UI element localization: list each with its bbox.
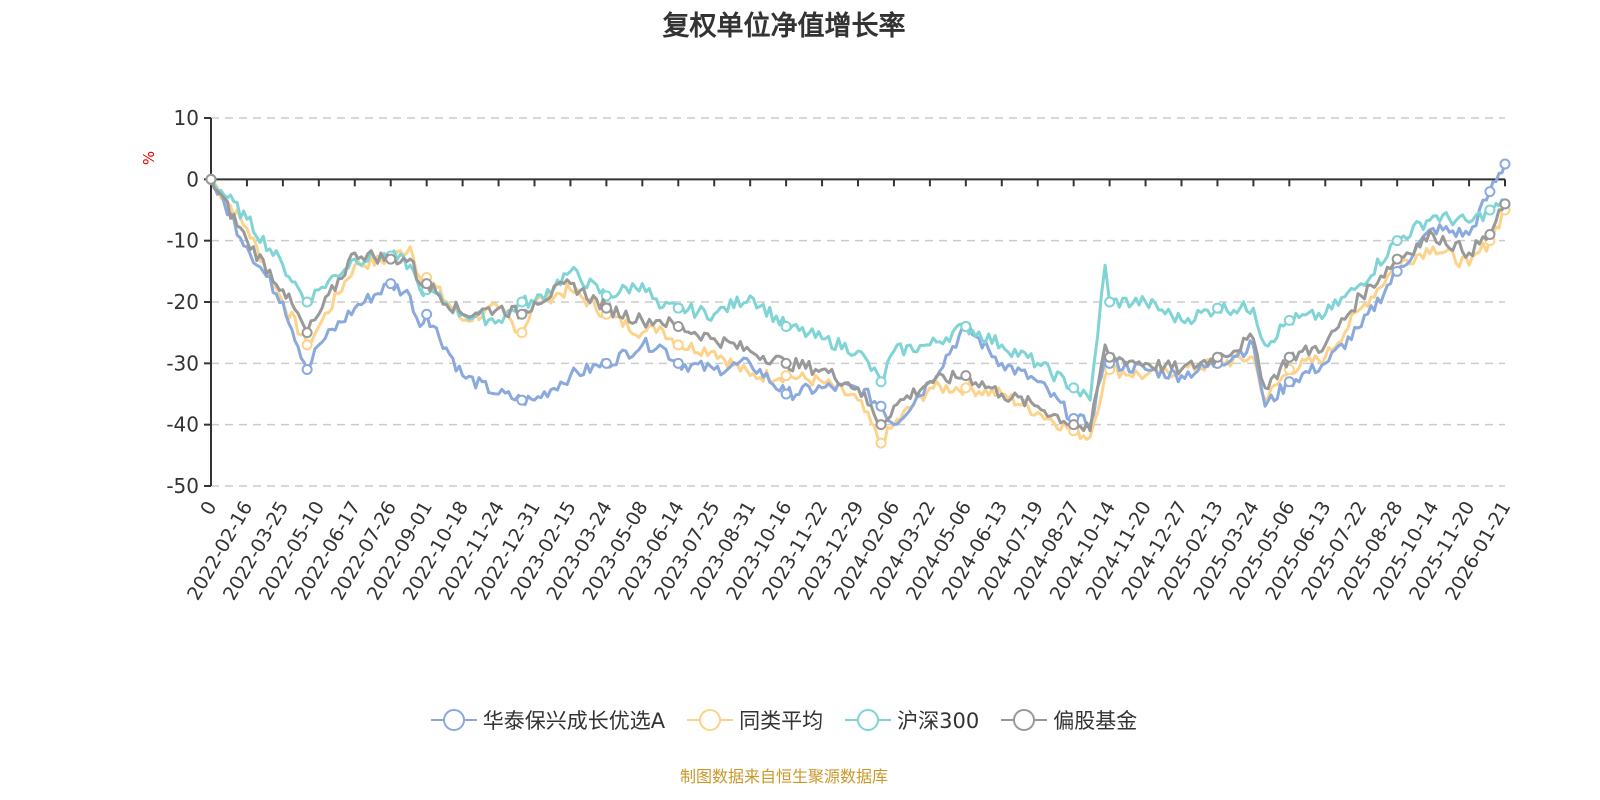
data-point-marker	[301, 363, 313, 375]
data-point-marker	[780, 388, 792, 400]
data-point-marker	[1499, 198, 1511, 210]
legend-label: 华泰保兴成长优选A	[482, 709, 666, 733]
y-tick-label: -20	[166, 290, 199, 314]
data-point-marker	[875, 400, 887, 412]
data-point-marker	[421, 308, 433, 320]
data-point-marker	[960, 382, 972, 394]
data-point-marker	[672, 357, 684, 369]
legend: 华泰保兴成长优选A 同类平均 沪深300 偏股基金	[0, 705, 1568, 735]
data-point-marker	[960, 321, 972, 333]
data-point-marker	[1484, 229, 1496, 241]
data-point-marker	[385, 253, 397, 265]
x-tick-label: 0	[196, 498, 221, 519]
y-tick-label: -30	[166, 351, 199, 375]
data-point-marker	[780, 321, 792, 333]
legend-label: 偏股基金	[1053, 709, 1138, 733]
data-point-marker	[1104, 296, 1116, 308]
data-point-marker	[516, 327, 528, 339]
data-point-marker	[780, 357, 792, 369]
legend-label: 沪深300	[897, 709, 980, 733]
data-point-marker	[1211, 351, 1223, 363]
data-point-marker	[516, 296, 528, 308]
data-point-marker	[1283, 314, 1295, 326]
legend-item-equity-funds[interactable]: 偏股基金	[1001, 705, 1137, 735]
legend-line-circle-icon	[430, 709, 477, 731]
data-point-marker	[875, 376, 887, 388]
data-point-marker	[1499, 158, 1511, 170]
data-point-marker	[1068, 419, 1080, 431]
legend-line-circle-icon	[687, 709, 734, 731]
data-point-marker	[600, 302, 612, 314]
data-point-marker	[516, 308, 528, 320]
series-line-3	[209, 178, 1507, 433]
legend-item-csi300[interactable]: 沪深300	[845, 705, 979, 735]
data-point-marker	[1211, 302, 1223, 314]
y-axis-unit: %	[140, 151, 158, 165]
data-point-marker	[960, 370, 972, 382]
data-point-marker	[1391, 265, 1403, 277]
data-point-marker	[672, 339, 684, 351]
data-point-marker	[1391, 253, 1403, 265]
data-point-marker	[672, 321, 684, 333]
chart-title: 复权单位净值增长率	[662, 11, 906, 42]
data-point-marker	[301, 296, 313, 308]
data-point-marker	[1104, 351, 1116, 363]
data-point-marker	[1484, 204, 1496, 216]
legend-label: 同类平均	[739, 709, 824, 733]
legend-item-peer-average[interactable]: 同类平均	[687, 705, 823, 735]
legend-line-circle-icon	[845, 709, 892, 731]
data-point-marker	[421, 278, 433, 290]
data-point-marker	[875, 419, 887, 431]
data-point-marker	[875, 437, 887, 449]
legend-line-circle-icon	[1001, 709, 1048, 731]
data-point-marker	[780, 370, 792, 382]
y-tick-label: -10	[166, 229, 199, 253]
data-point-marker	[1484, 186, 1496, 198]
data-point-marker	[672, 302, 684, 314]
data-point-marker	[301, 339, 313, 351]
data-point-marker	[600, 357, 612, 369]
data-point-marker	[600, 290, 612, 302]
data-point-marker	[516, 394, 528, 406]
y-tick-label: -50	[166, 474, 199, 498]
data-point-marker	[1283, 376, 1295, 388]
legend-item-fund[interactable]: 华泰保兴成长优选A	[430, 705, 666, 735]
y-tick-label: -40	[166, 413, 199, 437]
y-tick-label: 10	[174, 106, 199, 130]
data-point-marker	[1068, 382, 1080, 394]
data-point-marker	[1283, 351, 1295, 363]
data-point-marker	[205, 173, 217, 185]
source-note: 制图数据来自恒生聚源数据库	[679, 767, 888, 786]
data-point-marker	[385, 278, 397, 290]
y-tick-label: 0	[186, 167, 199, 191]
data-point-marker	[301, 327, 313, 339]
data-point-marker	[1391, 235, 1403, 247]
